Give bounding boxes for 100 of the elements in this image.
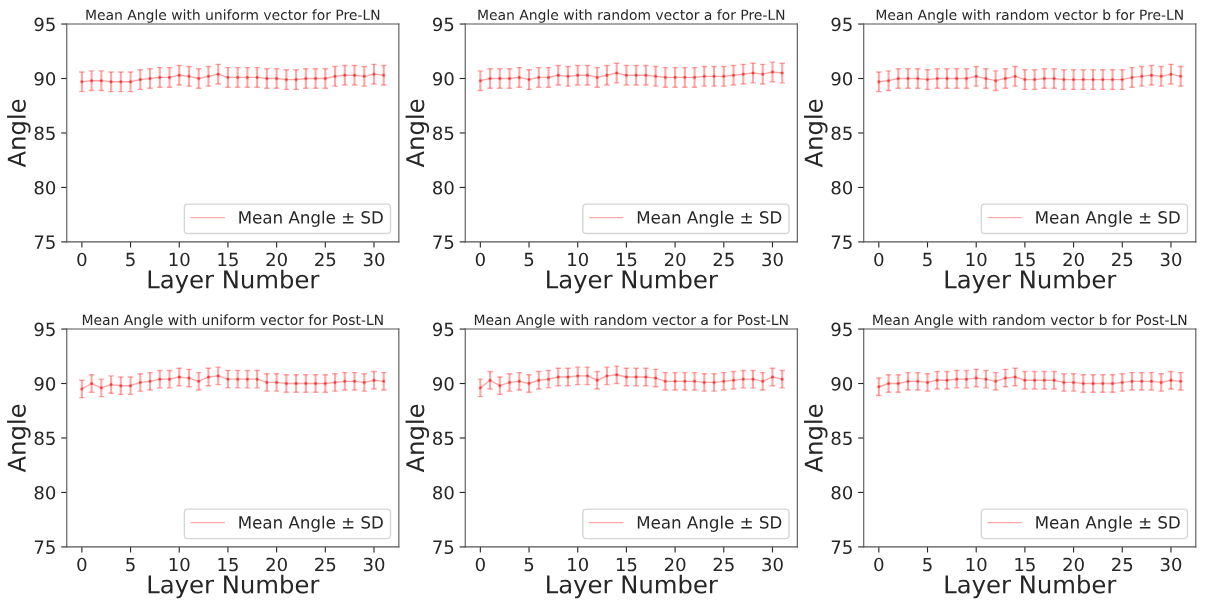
point [323, 76, 328, 81]
point [1149, 73, 1154, 77]
point [614, 373, 619, 377]
point [566, 74, 570, 79]
point [274, 76, 279, 81]
point [653, 376, 658, 380]
y-tick-label: 85 [433, 126, 454, 141]
point [1110, 77, 1115, 82]
point [605, 374, 609, 378]
point [343, 379, 347, 384]
point [1023, 378, 1027, 382]
point [119, 80, 123, 84]
x-tick-label: 25 [315, 557, 336, 572]
point [235, 377, 240, 381]
point [1120, 380, 1125, 385]
point [333, 74, 337, 79]
point [99, 386, 104, 390]
legend-label: Mean Angle ± SD [239, 210, 383, 227]
point [770, 70, 775, 74]
point [1071, 77, 1076, 82]
x-axis-title: Layer Number [148, 269, 320, 294]
point [1140, 379, 1144, 384]
point [1178, 74, 1183, 79]
y-axis-title: Angle [405, 404, 430, 473]
point [1032, 378, 1037, 382]
point [245, 377, 250, 381]
point [1042, 378, 1047, 382]
x-tick-label: 30 [762, 252, 783, 267]
point [935, 378, 939, 382]
point [1032, 77, 1037, 82]
point [80, 387, 84, 391]
x-tick-label: 15 [1015, 252, 1035, 267]
point [780, 377, 784, 381]
point [517, 379, 522, 384]
chart-title: Mean Angle with random vector a for Post-LN [474, 314, 788, 328]
x-tick-label: 5 [524, 252, 534, 267]
x-tick-label: 30 [762, 557, 783, 572]
point [624, 73, 629, 77]
point [925, 380, 930, 385]
point [284, 77, 289, 82]
point [1081, 381, 1086, 386]
y-tick-label: 80 [831, 180, 853, 195]
x-axis-title: Layer Number [945, 269, 1117, 294]
x-tick-label: 25 [315, 252, 336, 267]
point [527, 77, 531, 82]
x-tick-label: 25 [1112, 557, 1133, 572]
point [906, 379, 910, 384]
x-tick-label: 0 [475, 252, 485, 267]
point [177, 375, 181, 379]
point [1159, 74, 1163, 79]
point [751, 71, 755, 75]
x-tick-label: 10 [568, 557, 589, 572]
legend-label: Mean Angle ± SD [239, 515, 383, 532]
point [167, 377, 172, 381]
point [722, 379, 726, 384]
chart-title: Mean Angle with uniform vector for Post-LN [82, 314, 383, 328]
point [517, 75, 522, 80]
y-tick-label: 95 [34, 17, 55, 32]
point [89, 78, 94, 83]
point [751, 377, 755, 381]
point [916, 76, 920, 81]
y-axis-title: Angle [804, 99, 828, 168]
y-tick-label: 80 [433, 485, 454, 500]
point [352, 73, 357, 77]
point [1159, 380, 1163, 385]
point [323, 381, 328, 386]
point [575, 73, 580, 77]
x-tick-label: 15 [218, 557, 238, 572]
point [663, 379, 668, 384]
point [498, 383, 502, 388]
point [80, 80, 84, 84]
y-tick-label: 90 [432, 376, 454, 391]
point [196, 76, 201, 81]
point [158, 75, 162, 80]
point [945, 76, 949, 81]
point [877, 80, 881, 84]
point [119, 383, 123, 388]
point [712, 74, 716, 79]
y-tick-label: 90 [34, 376, 56, 391]
y-axis-title: Angle [804, 404, 828, 473]
x-tick-label: 10 [169, 557, 190, 572]
point [644, 73, 648, 77]
point [313, 381, 318, 386]
x-tick-label: 25 [1112, 252, 1133, 267]
point [1042, 76, 1047, 81]
y-tick-label: 85 [34, 126, 55, 141]
point [507, 380, 512, 385]
point [886, 381, 891, 386]
point [235, 75, 240, 80]
y-tick-label: 80 [34, 485, 56, 500]
point [1130, 75, 1134, 80]
x-tick-label: 5 [923, 252, 932, 267]
x-tick-label: 0 [77, 252, 87, 267]
y-tick-label: 95 [432, 322, 454, 337]
point [372, 378, 376, 382]
point [974, 74, 978, 79]
point [1101, 77, 1105, 82]
point [974, 376, 978, 380]
point [906, 76, 910, 81]
x-tick-label: 5 [524, 557, 534, 572]
